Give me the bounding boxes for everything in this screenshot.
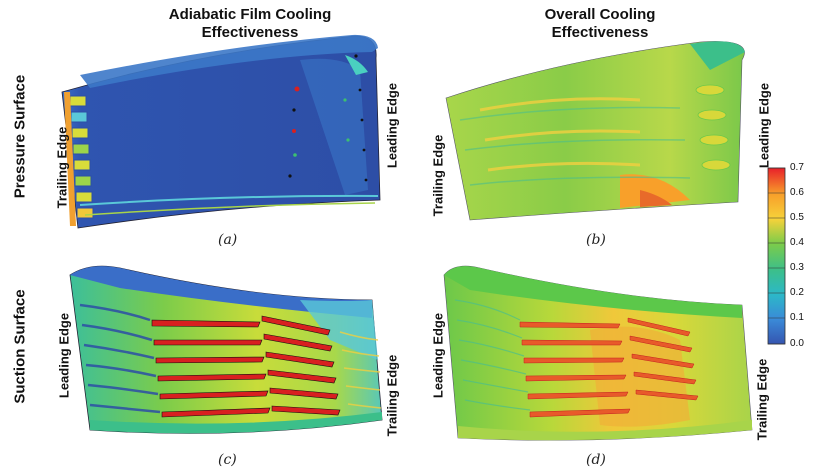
- column-title-overall: Overall Cooling Effectiveness: [490, 6, 710, 42]
- panel-c-adiabatic-suction: [69, 265, 383, 434]
- colorbar: [767, 167, 786, 345]
- panel-b-overall-pressure: [445, 41, 745, 221]
- column-title-adiabatic-line2: Effectiveness: [201, 24, 299, 41]
- colorbar-tick: 0.4: [790, 237, 804, 248]
- colorbar-tick: 0.5: [790, 212, 804, 223]
- colorbar-tick: 0.7: [790, 162, 804, 173]
- edge-label-leading-d: Leading Edge: [430, 312, 446, 399]
- panel-d-overall-suction: [443, 265, 753, 441]
- panel-a-adiabatic-pressure: [61, 34, 381, 229]
- edge-label-trailing-c: Trailing Edge: [384, 354, 400, 437]
- trailing-edge-slots-a: [69, 95, 94, 219]
- edge-label-leading-c: Leading Edge: [56, 312, 72, 399]
- colorbar-tick: 0.1: [790, 312, 804, 323]
- coolant-streaks-c: [79, 303, 382, 418]
- caption-b: (b): [586, 232, 606, 248]
- edge-label-leading-b: Leading Edge: [756, 82, 772, 169]
- caption-c: (c): [218, 452, 237, 468]
- edge-label-trailing-a: Trailing Edge: [54, 126, 70, 209]
- colorbar-tick: 0.3: [790, 262, 804, 273]
- column-title-overall-line2: Effectiveness: [551, 24, 649, 41]
- edge-label-leading-a: Leading Edge: [384, 82, 400, 169]
- edge-label-trailing-d: Trailing Edge: [754, 358, 770, 441]
- edge-label-trailing-b: Trailing Edge: [430, 134, 446, 217]
- column-title-adiabatic-line1: Adiabatic Film Cooling: [168, 6, 332, 23]
- colorbar-tick: 0.6: [790, 187, 804, 198]
- caption-a: (a): [218, 232, 238, 248]
- coolant-streaks-d: [519, 317, 699, 418]
- colorbar-tick: 0.2: [790, 287, 804, 298]
- colorbar-tick: 0.0: [790, 338, 804, 349]
- column-title-adiabatic: Adiabatic Film Cooling Effectiveness: [120, 6, 380, 42]
- column-title-overall-line1: Overall Cooling: [544, 6, 656, 23]
- caption-d: (d): [586, 452, 606, 468]
